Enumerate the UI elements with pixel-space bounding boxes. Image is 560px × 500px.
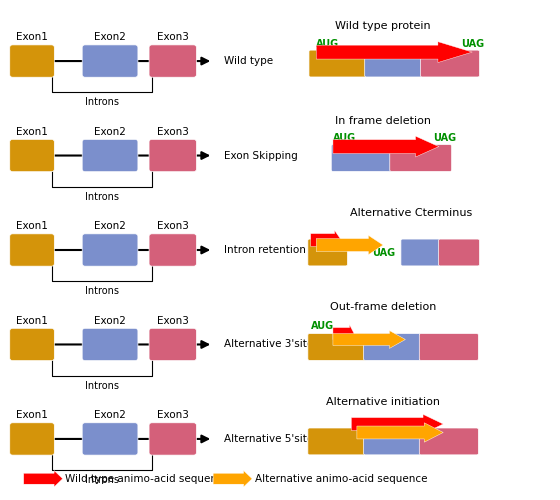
FancyArrow shape bbox=[333, 324, 354, 342]
Text: Introns: Introns bbox=[85, 192, 119, 202]
FancyBboxPatch shape bbox=[419, 334, 478, 360]
Text: Exon2: Exon2 bbox=[94, 222, 126, 232]
FancyArrow shape bbox=[333, 330, 405, 348]
Text: Exon2: Exon2 bbox=[94, 127, 126, 137]
FancyArrow shape bbox=[333, 136, 439, 157]
FancyBboxPatch shape bbox=[82, 423, 138, 455]
FancyArrow shape bbox=[351, 414, 444, 434]
FancyBboxPatch shape bbox=[308, 334, 367, 360]
FancyArrow shape bbox=[311, 230, 341, 250]
FancyBboxPatch shape bbox=[363, 428, 423, 455]
FancyBboxPatch shape bbox=[401, 239, 442, 266]
FancyBboxPatch shape bbox=[149, 45, 197, 77]
Text: Exon3: Exon3 bbox=[157, 222, 189, 232]
Text: Introns: Introns bbox=[85, 380, 119, 390]
Text: AUG: AUG bbox=[316, 38, 339, 48]
Text: Alternative 5'site: Alternative 5'site bbox=[224, 434, 314, 444]
FancyBboxPatch shape bbox=[82, 234, 138, 266]
Text: Wild type protein: Wild type protein bbox=[335, 21, 431, 31]
Text: UAG: UAG bbox=[461, 38, 484, 48]
FancyBboxPatch shape bbox=[149, 234, 197, 266]
FancyBboxPatch shape bbox=[421, 50, 479, 77]
Text: Exon3: Exon3 bbox=[157, 32, 189, 42]
Text: AUG: AUG bbox=[311, 320, 334, 330]
FancyBboxPatch shape bbox=[390, 144, 451, 172]
Text: Exon2: Exon2 bbox=[94, 410, 126, 420]
Text: Exon1: Exon1 bbox=[16, 32, 48, 42]
Text: Alternative initiation: Alternative initiation bbox=[326, 396, 440, 406]
FancyBboxPatch shape bbox=[10, 234, 54, 266]
Text: Exon3: Exon3 bbox=[157, 410, 189, 420]
Text: Wild type: Wild type bbox=[224, 56, 273, 66]
FancyArrow shape bbox=[316, 236, 383, 255]
Text: Alternative Cterminus: Alternative Cterminus bbox=[350, 208, 472, 218]
FancyArrow shape bbox=[213, 470, 252, 487]
FancyBboxPatch shape bbox=[82, 45, 138, 77]
Text: AUG: AUG bbox=[333, 133, 356, 143]
FancyBboxPatch shape bbox=[308, 239, 347, 266]
Text: AUG: AUG bbox=[311, 248, 334, 258]
Text: UAG: UAG bbox=[372, 248, 395, 258]
FancyBboxPatch shape bbox=[149, 328, 197, 360]
Text: Exon Skipping: Exon Skipping bbox=[224, 150, 298, 160]
Text: Exon3: Exon3 bbox=[157, 127, 189, 137]
FancyBboxPatch shape bbox=[82, 328, 138, 360]
Text: Introns: Introns bbox=[85, 97, 119, 107]
Text: Exon1: Exon1 bbox=[16, 127, 48, 137]
Text: Exon1: Exon1 bbox=[16, 410, 48, 420]
FancyBboxPatch shape bbox=[82, 140, 138, 172]
FancyBboxPatch shape bbox=[10, 328, 54, 360]
Text: Wild type animo-acid sequence: Wild type animo-acid sequence bbox=[66, 474, 230, 484]
FancyBboxPatch shape bbox=[363, 334, 423, 360]
FancyBboxPatch shape bbox=[10, 45, 54, 77]
Text: Exon1: Exon1 bbox=[16, 222, 48, 232]
FancyBboxPatch shape bbox=[149, 140, 197, 172]
FancyArrow shape bbox=[357, 423, 444, 442]
Text: Exon3: Exon3 bbox=[157, 316, 189, 326]
Text: Exon1: Exon1 bbox=[16, 316, 48, 326]
FancyArrow shape bbox=[316, 42, 472, 62]
FancyBboxPatch shape bbox=[332, 144, 393, 172]
Text: Alternative animo-acid sequence: Alternative animo-acid sequence bbox=[255, 474, 427, 484]
FancyArrow shape bbox=[24, 470, 63, 487]
Text: AUG: AUG bbox=[357, 426, 380, 436]
Text: Introns: Introns bbox=[85, 286, 119, 296]
Text: UAG: UAG bbox=[433, 133, 456, 143]
Text: Exon2: Exon2 bbox=[94, 316, 126, 326]
FancyBboxPatch shape bbox=[308, 428, 367, 455]
FancyBboxPatch shape bbox=[365, 50, 424, 77]
Text: Out-frame deletion: Out-frame deletion bbox=[330, 302, 436, 312]
FancyBboxPatch shape bbox=[438, 239, 479, 266]
FancyBboxPatch shape bbox=[10, 423, 54, 455]
Text: Exon2: Exon2 bbox=[94, 32, 126, 42]
FancyBboxPatch shape bbox=[419, 428, 478, 455]
FancyBboxPatch shape bbox=[10, 140, 54, 172]
Text: Intron retention: Intron retention bbox=[224, 245, 306, 255]
FancyBboxPatch shape bbox=[309, 50, 368, 77]
FancyBboxPatch shape bbox=[149, 423, 197, 455]
Text: Introns: Introns bbox=[85, 475, 119, 485]
Text: Alternative 3'site: Alternative 3'site bbox=[224, 340, 314, 349]
Text: In frame deletion: In frame deletion bbox=[335, 116, 431, 126]
